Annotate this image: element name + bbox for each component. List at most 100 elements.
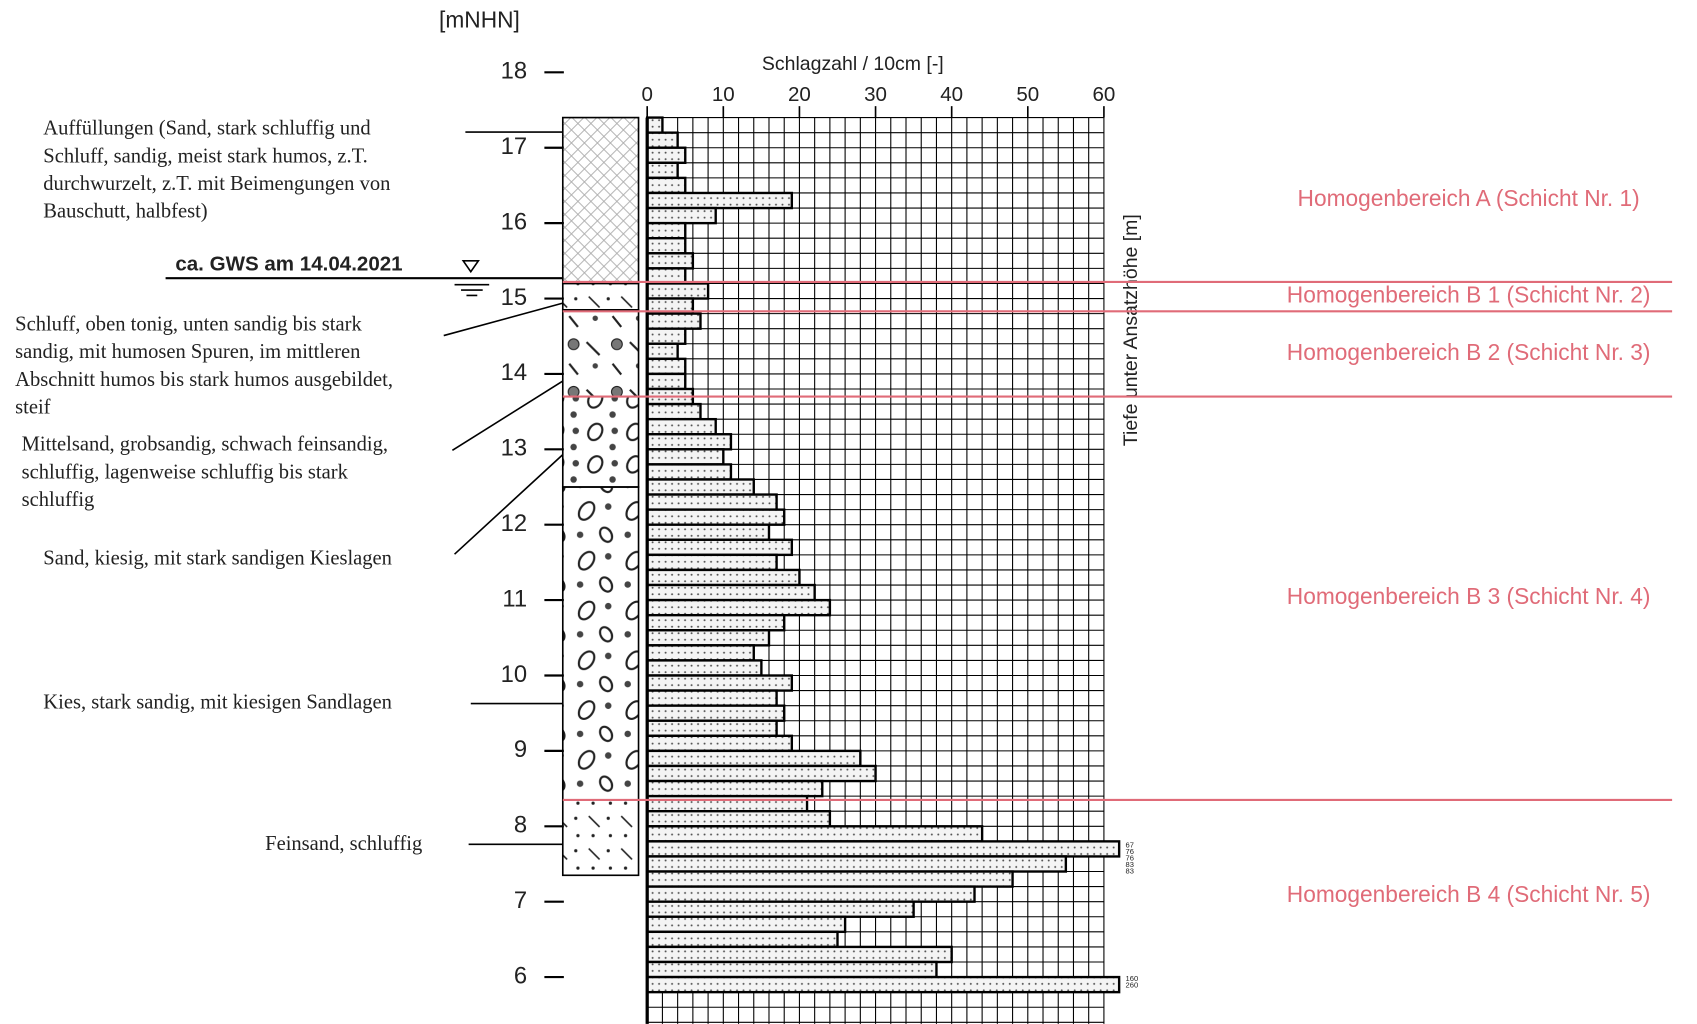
soil-layer xyxy=(563,487,639,800)
bar xyxy=(647,540,792,555)
x-axis-label: Schlagzahl / 10cm [-] xyxy=(762,53,944,75)
bar xyxy=(647,479,754,494)
y-tick-label: 8 xyxy=(514,812,527,839)
overflow-label: 83 xyxy=(1126,867,1134,876)
zone-label: Homogenbereich B 2 (Schicht Nr. 3) xyxy=(1287,339,1651,365)
bar xyxy=(647,645,754,660)
soil-layer xyxy=(563,800,639,875)
zone-label: Homogenbereich A (Schicht Nr. 1) xyxy=(1298,185,1640,211)
bar xyxy=(647,736,792,751)
bar xyxy=(647,630,769,645)
x-tick-label: 0 xyxy=(641,83,652,106)
bar xyxy=(647,811,830,826)
bar xyxy=(647,887,974,902)
y-tick-label: 6 xyxy=(514,962,527,989)
soil-description: Bauschutt, halbfest) xyxy=(43,200,207,222)
zone-label: Homogenbereich B 3 (Schicht Nr. 4) xyxy=(1287,583,1651,609)
bar xyxy=(647,449,723,464)
bar xyxy=(647,977,1119,992)
y-tick-label: 10 xyxy=(501,661,527,688)
bar xyxy=(647,283,708,298)
bar xyxy=(647,796,807,811)
bar xyxy=(647,344,677,359)
soil-description: schluffig, lagenweise schluffig bis star… xyxy=(22,461,349,483)
bar xyxy=(647,841,1119,856)
bar xyxy=(647,208,716,223)
y-tick-label: 17 xyxy=(501,133,527,160)
soil-layer xyxy=(563,397,639,487)
bar xyxy=(647,766,875,781)
bar xyxy=(647,691,776,706)
soil-layer xyxy=(563,283,639,309)
bar xyxy=(647,329,685,344)
bar xyxy=(647,148,685,163)
depth-axis-label: Tiefe unter Ansatzhöhe [m] xyxy=(1120,214,1142,446)
groundwater-symbol xyxy=(463,261,478,272)
bar xyxy=(647,721,776,736)
y-tick-label: 12 xyxy=(501,510,527,537)
bar xyxy=(647,510,784,525)
soil-layer xyxy=(563,118,639,284)
bar xyxy=(647,223,685,238)
zone-label: Homogenbereich B 4 (Schicht Nr. 5) xyxy=(1287,881,1651,907)
soil-description: Abschnitt humos bis stark humos ausgebil… xyxy=(15,369,393,391)
bar xyxy=(647,826,982,841)
y-tick-label: 16 xyxy=(501,208,527,235)
y-tick-label: 18 xyxy=(501,58,527,85)
bar xyxy=(647,932,837,947)
bar xyxy=(647,359,685,374)
bar xyxy=(647,314,700,329)
soil-description: Sand, kiesig, mit stark sandigen Kieslag… xyxy=(43,547,392,569)
chart: [mNHN] Schlagzahl / 10cm [-] Tiefe unter… xyxy=(0,0,1697,1024)
bar xyxy=(647,118,662,133)
x-tick-label: 60 xyxy=(1092,83,1115,106)
bar xyxy=(647,133,677,148)
bar xyxy=(647,872,1012,887)
y-tick-label: 11 xyxy=(502,585,527,612)
soil-description: sandig, mit humosen Spuren, im mittleren xyxy=(15,341,360,363)
bar xyxy=(647,555,776,570)
bar xyxy=(647,856,1066,871)
bar xyxy=(647,419,716,434)
bar xyxy=(647,193,792,208)
soil-description: Feinsand, schluffig xyxy=(265,833,422,855)
bar xyxy=(647,660,761,675)
bar xyxy=(647,434,731,449)
bar xyxy=(647,374,685,389)
soil-description: steif xyxy=(15,396,51,418)
x-tick-label: 50 xyxy=(1016,83,1039,106)
bar xyxy=(647,570,799,585)
soil-layer xyxy=(563,310,639,397)
bar xyxy=(647,751,860,766)
x-tick-label: 30 xyxy=(864,83,887,106)
soil-description: Schluff, oben tonig, unten sandig bis st… xyxy=(15,314,362,336)
y-tick-label: 13 xyxy=(501,435,527,462)
x-tick-label: 10 xyxy=(712,83,735,106)
bar xyxy=(647,675,792,690)
soil-description: Schluff, sandig, meist stark humos, z.T. xyxy=(43,145,368,167)
groundwater-symbol xyxy=(455,285,490,296)
bar xyxy=(647,238,685,253)
bar xyxy=(647,178,685,193)
y-tick-label: 9 xyxy=(514,736,527,763)
bar xyxy=(647,495,776,510)
overflow-label: 260 xyxy=(1126,981,1139,990)
soil-description: Mittelsand, grobsandig, schwach feinsand… xyxy=(22,434,388,456)
bar xyxy=(647,962,936,977)
bar xyxy=(647,585,814,600)
x-tick-label: 20 xyxy=(788,83,811,106)
soil-description: durchwurzelt, z.T. mit Beimengungen von xyxy=(43,173,390,195)
bar xyxy=(647,163,677,178)
bar xyxy=(647,902,913,917)
zone-label: Homogenbereich B 1 (Schicht Nr. 2) xyxy=(1287,282,1651,308)
y-tick-label: 15 xyxy=(501,284,527,311)
x-tick-label: 40 xyxy=(940,83,963,106)
y-tick-label: 14 xyxy=(501,359,527,386)
bar xyxy=(647,404,700,419)
bar xyxy=(647,706,784,721)
bar xyxy=(647,525,769,540)
bar xyxy=(647,464,731,479)
bar xyxy=(647,947,951,962)
bar xyxy=(647,253,693,268)
y-tick-label: 7 xyxy=(514,887,527,914)
